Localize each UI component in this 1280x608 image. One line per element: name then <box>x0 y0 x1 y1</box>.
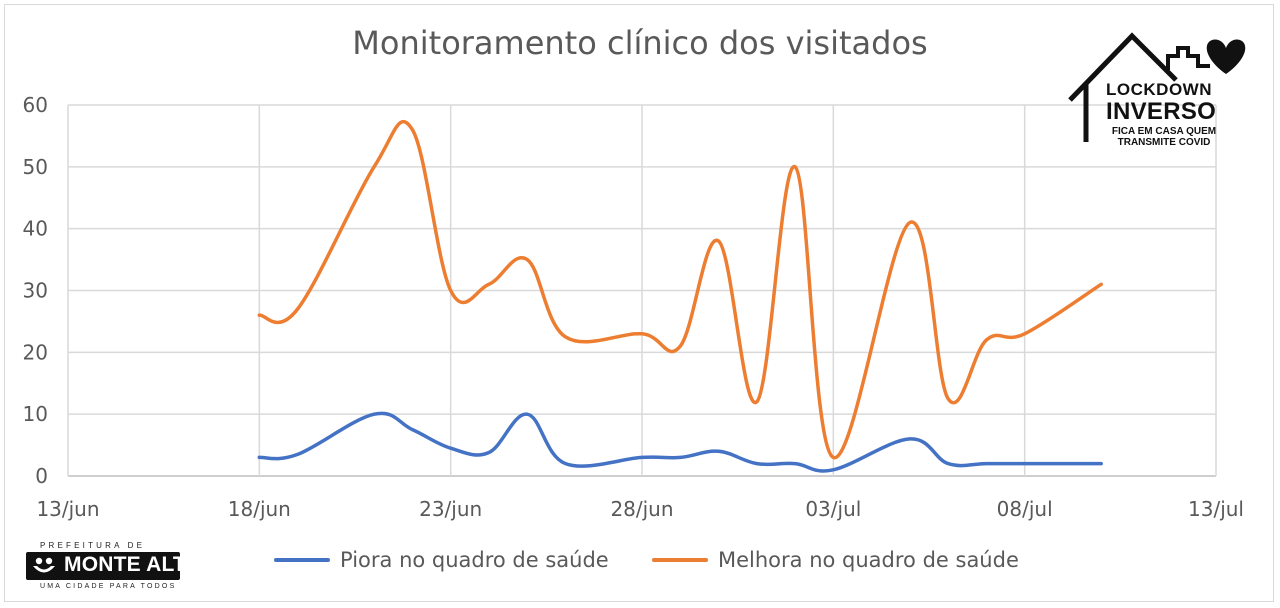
y-tick-label: 10 <box>23 402 48 426</box>
series-line-piora <box>257 411 1103 473</box>
lockdown-logo-tagline2: TRANSMITE COVID <box>1117 137 1211 148</box>
x-tick-label: 08/jul <box>997 497 1053 521</box>
legend-swatch-piora <box>274 558 330 562</box>
y-axis-ticks: 0 10 20 30 40 50 60 <box>23 93 48 488</box>
x-tick-label: 18/jun <box>228 497 291 521</box>
y-tick-label: 40 <box>23 217 48 241</box>
smile-icon <box>33 557 55 573</box>
x-tick-label: 13/jun <box>36 497 99 521</box>
y-tick-label: 20 <box>23 340 48 364</box>
lockdown-logo-tagline1: FICA EM CASA QUEM <box>1111 126 1217 137</box>
series-layer <box>257 120 1103 473</box>
y-tick-label: 50 <box>23 155 48 179</box>
legend-label-piora: Piora no quadro de saúde <box>340 548 609 572</box>
x-tick-label: 23/jun <box>419 497 482 521</box>
house-heart-icon <box>1068 32 1246 142</box>
legend-swatch-melhora <box>652 558 708 562</box>
chart-title: Monitoramento clínico dos visitados <box>352 24 928 62</box>
legend-item-piora: Piora no quadro de saúde <box>274 548 609 572</box>
legend-label-melhora: Melhora no quadro de saúde <box>718 548 1019 572</box>
chart-frame <box>4 4 1274 602</box>
x-axis-ticks: 13/jun 18/jun 23/jun 28/jun 03/jul 08/jul 13/j… <box>36 497 1244 521</box>
y-tick-label: 30 <box>23 279 48 303</box>
x-tick-label: 13/jul <box>1188 497 1244 521</box>
vertical-gridlines <box>67 105 1217 476</box>
city-logo-prefix: PREFEITURA DE <box>40 541 146 550</box>
series-line-melhora <box>257 120 1103 460</box>
city-logo-name: MONTE ALTO <box>64 553 203 576</box>
x-tick-label: 03/jul <box>805 497 861 521</box>
city-logo-slogan: UMA CIDADE PARA TODOS <box>40 583 177 590</box>
lockdown-logo-line1: LOCKDOWN <box>1106 80 1212 99</box>
legend-item-melhora: Melhora no quadro de saúde <box>652 548 1019 572</box>
y-tick-label: 0 <box>35 464 48 488</box>
y-tick-label: 60 <box>23 93 48 117</box>
lockdown-logo-line2: INVERSO <box>1106 98 1217 125</box>
x-tick-label: 28/jun <box>610 497 673 521</box>
